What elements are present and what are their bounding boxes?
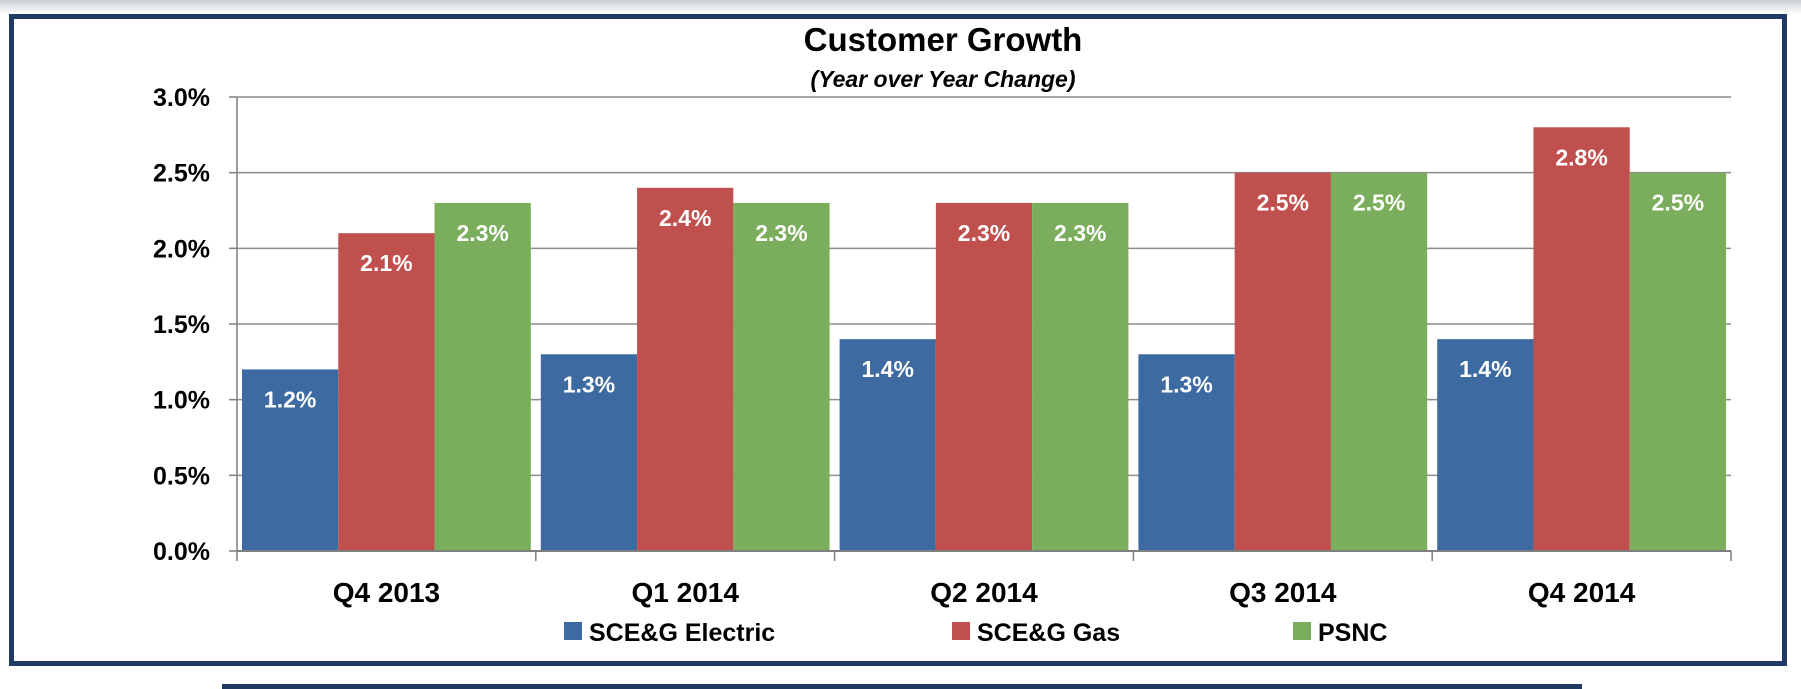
data-label: 2.3%	[1054, 220, 1106, 246]
data-label: 2.5%	[1257, 190, 1309, 216]
x-tick-label: Q3 2014	[1229, 577, 1337, 608]
axes: 0.0% 0.5% 1.0% 1.5% 2.0% 2.5% 3.0% Q4 2013 Q1 20…	[153, 84, 1732, 608]
y-tick-label: 2.0%	[153, 235, 210, 263]
y-tick-label: 1.0%	[153, 387, 210, 415]
data-label: 2.1%	[360, 250, 412, 276]
bar	[540, 354, 638, 551]
legend-label: PSNC	[1318, 619, 1387, 647]
bar	[1533, 127, 1630, 552]
y-tick-label: 0.0%	[153, 538, 210, 566]
bar	[434, 202, 531, 551]
data-label: 1.2%	[264, 386, 316, 412]
bar	[1437, 339, 1534, 551]
data-label: 1.4%	[862, 356, 914, 382]
bar	[242, 369, 339, 551]
x-tick-label: Q4 2014	[1528, 577, 1636, 608]
x-tick-label: Q4 2013	[333, 577, 440, 608]
y-tick-label: 0.5%	[153, 462, 210, 490]
data-label: 1.4%	[1459, 356, 1511, 382]
legend-label: SCE&G Electric	[589, 619, 775, 647]
bar	[935, 202, 1033, 551]
chart-title: Customer Growth	[804, 21, 1083, 58]
data-label: 2.3%	[755, 220, 807, 246]
bar	[1032, 202, 1129, 551]
y-tick-label: 2.5%	[153, 160, 210, 188]
bar	[1234, 172, 1331, 551]
x-tick-label: Q1 2014	[631, 577, 739, 608]
legend: SCE&G Electric SCE&G Gas PSNC	[564, 619, 1387, 647]
legend-swatch	[564, 622, 582, 640]
x-tick-label: Q2 2014	[930, 577, 1038, 608]
data-label: 1.3%	[1160, 371, 1212, 397]
y-tick-label: 3.0%	[153, 84, 210, 112]
data-label: 1.3%	[563, 371, 615, 397]
bottom-divider	[222, 684, 1582, 689]
data-label: 2.3%	[456, 220, 508, 246]
bars: 1.2% 2.1% 2.3% 1.3% 2.4% 2.3% 1.4% 2.3% 2.3% 1.3%…	[242, 127, 1726, 552]
chart-subtitle: (Year over Year Change)	[810, 66, 1075, 92]
bar	[1330, 172, 1428, 551]
top-shade	[0, 0, 1801, 14]
bar	[839, 339, 936, 551]
bar	[733, 202, 830, 551]
bar	[1629, 172, 1726, 551]
bar	[637, 187, 734, 552]
y-tick-label: 1.5%	[153, 311, 210, 339]
legend-label: SCE&G Gas	[977, 619, 1120, 647]
data-label: 2.5%	[1353, 190, 1405, 216]
bar	[338, 233, 435, 551]
data-label: 2.4%	[659, 205, 711, 231]
legend-swatch	[1293, 622, 1311, 640]
legend-swatch	[952, 622, 970, 640]
data-label: 2.3%	[958, 220, 1010, 246]
bar	[1138, 354, 1235, 551]
data-label: 2.5%	[1652, 190, 1704, 216]
data-label: 2.8%	[1555, 144, 1607, 170]
